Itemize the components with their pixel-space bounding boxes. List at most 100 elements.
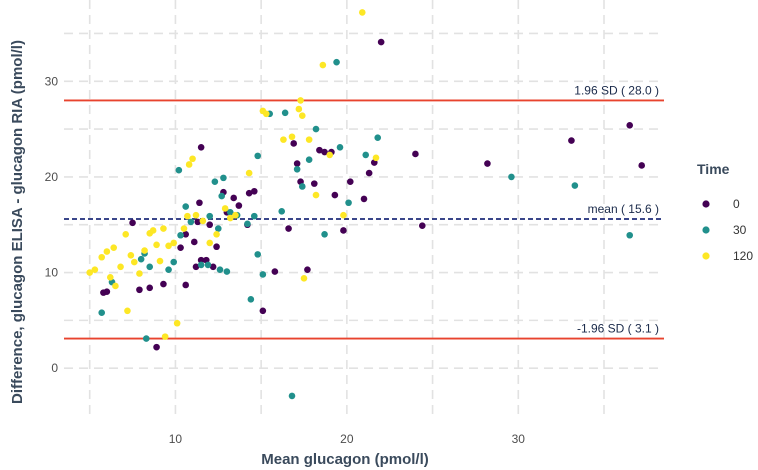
data-point-time-30 [321,230,328,238]
data-point-time-120 [149,227,157,234]
legend-swatch-0 [702,200,710,208]
data-point-time-0 [365,169,373,177]
data-point-time-0 [484,160,491,167]
data-point-time-30 [206,212,214,220]
reference-line-label: -1.96 SD ( 3.1 ) [577,322,659,336]
reference-line-label: 1.96 SD ( 28.0 ) [574,83,659,97]
data-point-time-0 [290,140,298,147]
data-point-time-120 [165,242,172,250]
x-tick-label: 20 [340,432,354,446]
y-tick-label: 10 [45,266,59,280]
data-point-time-30 [175,166,183,174]
legend-label-30: 30 [733,223,747,237]
x-tick-label: 30 [512,432,526,446]
data-point-time-120 [106,274,114,281]
data-point-time-0 [197,143,205,151]
data-point-time-30 [244,220,251,228]
data-point-time-0 [316,146,323,154]
data-point-time-120 [298,112,306,120]
data-point-time-30 [626,231,634,239]
data-point-time-0 [160,280,167,288]
data-point-time-120 [319,61,327,69]
data-point-time-120 [189,155,196,163]
data-point-time-120 [192,211,200,219]
data-point-time-120 [136,270,143,277]
data-point-time-30 [211,178,219,186]
data-point-time-0 [245,189,253,197]
data-point-time-30 [288,392,296,400]
data-point-time-30 [293,165,301,173]
data-point-time-120 [153,241,160,249]
data-point-time-0 [190,238,198,246]
data-point-time-120 [206,239,214,247]
data-point-time-0 [259,307,267,315]
data-point-time-120 [213,230,220,238]
data-point-time-120 [221,205,229,212]
x-tick-label: 10 [169,432,183,446]
data-point-time-120 [312,191,320,199]
data-point-time-0 [412,150,419,158]
data-point-time-120 [124,307,131,315]
data-point-time-0 [182,230,190,238]
data-point-time-120 [127,252,135,259]
data-point-time-30 [374,134,382,142]
data-point-time-120 [185,161,193,168]
data-point-time-0 [331,191,339,199]
data-point-time-30 [177,231,184,239]
data-point-time-30 [259,271,267,278]
data-point-time-120 [297,97,304,104]
legend-swatch-120 [702,252,710,260]
data-point-time-30 [281,109,289,117]
data-point-time-120 [288,133,296,141]
legend-swatch-30 [702,226,710,234]
data-point-time-0 [235,202,243,209]
data-point-time-30 [182,203,190,210]
data-point-time-0 [304,266,311,273]
data-point-time-0 [192,263,200,271]
y-axis-title: Difference, glucagon ELISA - glucagon RI… [9,40,26,404]
data-point-time-120 [160,225,167,232]
data-point-time-30 [508,173,515,181]
data-point-time-30 [214,225,222,232]
data-point-time-120 [232,211,239,219]
data-point-time-120 [110,244,118,251]
data-point-time-120 [372,154,380,162]
tick-labels: 10 20 30 0 10 20 30 [45,74,526,446]
data-point-time-120 [130,258,138,266]
data-point-time-30 [137,255,145,263]
data-point-time-120 [184,212,191,220]
data-point-time-30 [250,212,258,220]
legend-title: Time [697,161,730,177]
y-tick-label: 30 [45,74,59,88]
data-point-time-0 [250,187,258,195]
data-point-time-30 [333,58,340,66]
data-point-time-0 [129,219,136,227]
data-point-time-30 [226,209,234,216]
data-point-time-120 [226,214,234,222]
data-point-time-0 [182,281,190,289]
data-point-time-120 [103,248,111,255]
data-point-time-120 [280,136,287,143]
data-point-time-0 [103,288,111,295]
legend-label-0: 0 [733,197,740,211]
data-point-time-30 [146,263,154,271]
data-point-time-0 [638,162,646,169]
data-point-time-120 [300,274,308,282]
data-point-time-120 [98,253,106,261]
y-tick-label: 0 [51,361,58,375]
data-point-time-0 [340,227,347,234]
data-points [86,9,646,400]
data-point-time-120 [199,217,207,225]
data-point-time-30 [312,125,320,133]
data-point-time-30 [336,143,344,151]
data-point-time-30 [247,296,255,303]
data-point-time-0 [418,222,426,229]
data-point-time-120 [156,257,164,265]
data-point-time-0 [153,343,160,351]
data-point-time-30 [98,309,106,317]
data-point-time-30 [216,266,224,273]
data-point-time-30 [197,261,205,269]
data-point-time-30 [187,218,195,226]
data-point-time-0 [206,221,214,229]
